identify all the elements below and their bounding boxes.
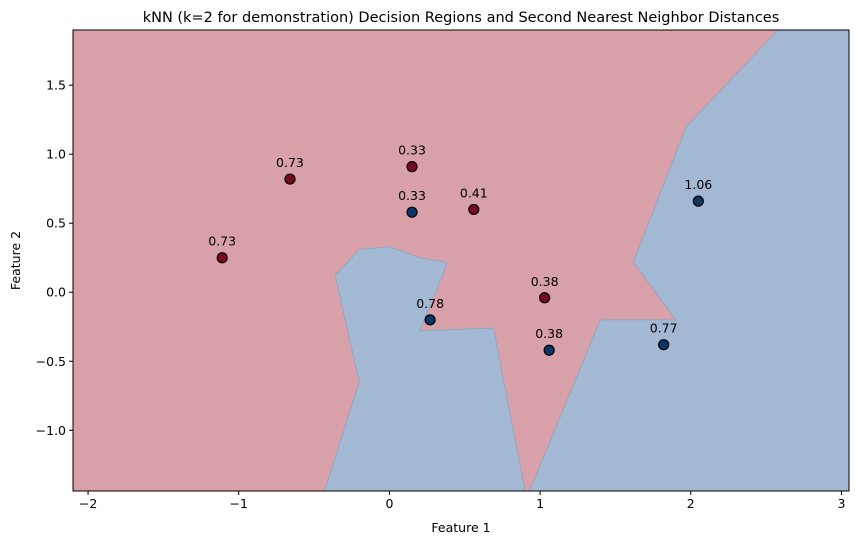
distance-label: 1.06 <box>684 177 712 192</box>
distance-label: 0.41 <box>460 185 488 200</box>
plot-area: 0.73 0.73 0.33 0.33 0.41 1.06 0.38 0.78 0.38 0.77 <box>72 29 850 492</box>
x-axis-label: Feature 1 <box>431 520 490 535</box>
distance-label: 0.38 <box>535 326 563 341</box>
data-point <box>692 195 704 207</box>
distance-label: 0.38 <box>531 274 559 289</box>
chart-title: kNN (k=2 for demonstration) Decision Reg… <box>143 10 780 26</box>
class1-regions <box>324 29 850 492</box>
x-tick-label: 2 <box>687 496 695 511</box>
x-tick-label: 3 <box>837 496 845 511</box>
y-tick-label: 0.0 <box>46 285 66 300</box>
data-point <box>468 203 480 216</box>
y-tick-label: 0.5 <box>46 216 66 231</box>
data-point <box>216 252 228 264</box>
x-axis: −2 −1 0 1 2 3 <box>79 491 845 511</box>
x-tick-label: 1 <box>536 496 544 511</box>
distance-label: 0.73 <box>208 234 236 249</box>
data-point <box>658 339 670 351</box>
x-tick-label: −1 <box>230 496 248 511</box>
y-axis: −1.0 −0.5 0.0 0.5 1.0 1.5 <box>36 78 73 438</box>
y-tick-label: −0.5 <box>36 354 66 369</box>
data-point <box>406 161 418 173</box>
distance-label: 0.73 <box>276 155 304 170</box>
x-tick-label: −2 <box>79 496 97 511</box>
distance-label: 0.33 <box>398 188 426 203</box>
data-points <box>216 161 704 356</box>
y-tick-label: 1.5 <box>46 78 66 93</box>
data-point <box>543 344 555 356</box>
x-tick-label: 0 <box>385 496 393 511</box>
class1-region-0 <box>324 246 526 492</box>
data-point <box>284 173 296 185</box>
plot-frame <box>72 29 850 492</box>
y-axis-label: Feature 2 <box>8 231 23 290</box>
y-tick-label: −1.0 <box>36 423 66 438</box>
y-tick-label: 1.0 <box>46 147 66 162</box>
distance-label: 0.78 <box>416 296 444 311</box>
distance-label: 0.77 <box>650 321 678 336</box>
data-point <box>539 292 551 304</box>
data-point <box>424 314 436 326</box>
data-point <box>406 206 418 218</box>
distance-labels: 0.73 0.73 0.33 0.33 0.41 1.06 0.38 0.78 0.38 0.77 <box>208 143 712 342</box>
distance-label: 0.33 <box>398 143 426 158</box>
